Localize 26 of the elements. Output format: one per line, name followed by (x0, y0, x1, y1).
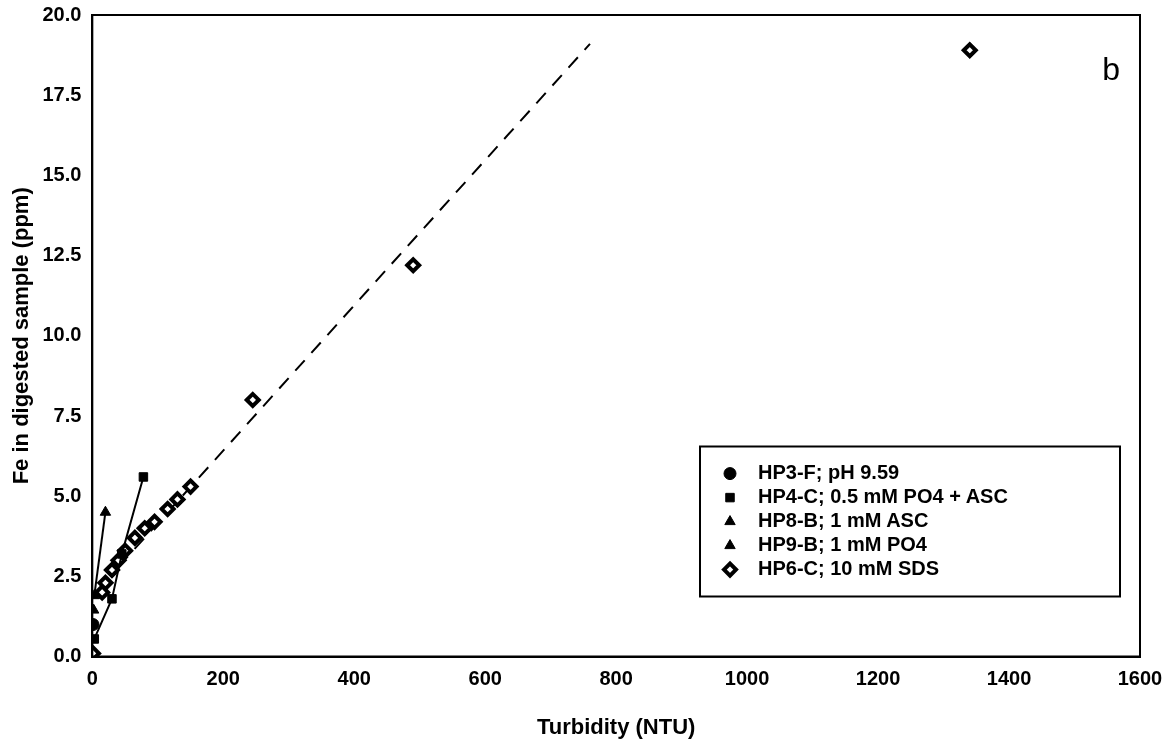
x-axis-title: Turbidity (NTU) (536, 713, 696, 739)
legend-label: HP9-B; 1 mM PO4 (758, 533, 928, 556)
x-tick-label: 200 (206, 667, 240, 690)
legend-label: HP6-C; 10 mM SDS (758, 557, 940, 580)
y-tick-label: 7.5 (53, 403, 82, 426)
legend-label: HP4-C; 0.5 mM PO4 + ASC (758, 485, 1008, 508)
x-tick-label: 1600 (1117, 667, 1163, 690)
y-tick-label: 17.5 (42, 82, 82, 105)
y-axis-title: Fe in digested sample (ppm) (8, 187, 34, 485)
x-tick-label: 400 (337, 667, 371, 690)
x-tick-label: 1200 (855, 667, 901, 690)
x-tick-label: 1000 (724, 667, 770, 690)
x-tick-label: 600 (468, 667, 502, 690)
y-tick-label: 15.0 (42, 162, 82, 185)
y-tick-label: 5.0 (53, 483, 82, 506)
y-tick-label: 0.0 (53, 644, 82, 667)
annotation: b (1102, 50, 1120, 87)
legend-label: HP3-F; pH 9.59 (758, 461, 900, 484)
x-tick-label: 0 (86, 667, 98, 690)
y-tick-label: 12.5 (42, 243, 82, 266)
x-tick-label: 1400 (986, 667, 1032, 690)
legend-label: HP8-B; 1 mM ASC (758, 509, 929, 532)
y-tick-label: 20.0 (42, 2, 82, 25)
y-tick-label: 10.0 (42, 323, 82, 346)
x-tick-label: 800 (599, 667, 633, 690)
y-tick-label: 2.5 (53, 563, 82, 586)
